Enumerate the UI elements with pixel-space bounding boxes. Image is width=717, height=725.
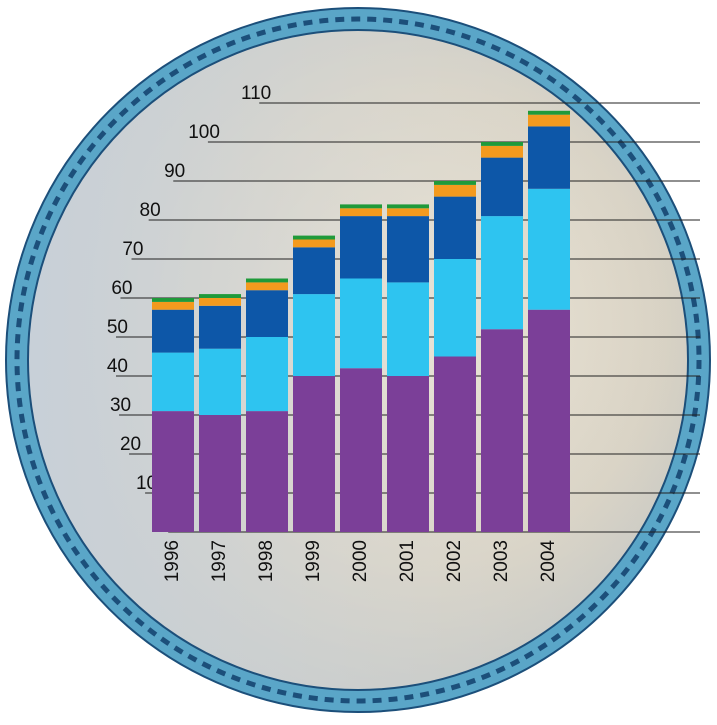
y-tick-label: 70 (122, 239, 143, 260)
bar-segment (199, 415, 241, 532)
bar-segment (528, 110, 570, 115)
bar-segment (387, 204, 429, 209)
x-tick-label: 2002 (444, 540, 465, 582)
bar-segment (293, 235, 335, 240)
bar-segment (434, 259, 476, 357)
y-tick-label: 50 (107, 317, 128, 338)
bar-segment (528, 114, 570, 127)
y-tick-label: 40 (107, 356, 128, 377)
bar-segment (152, 301, 194, 310)
x-tick-label: 2001 (397, 540, 418, 582)
bar-segment (528, 126, 570, 189)
bar-segment (246, 282, 288, 291)
bar-segment (199, 305, 241, 349)
bar-segment (152, 309, 194, 353)
bar-segment (246, 411, 288, 532)
bar-segment (340, 204, 382, 209)
bar-segment (152, 352, 194, 412)
y-tick-label: 10 (136, 473, 157, 494)
bar-segment (152, 298, 194, 302)
bar-segment (199, 294, 241, 298)
bar-segment (293, 239, 335, 248)
y-tick-label: 30 (110, 395, 131, 416)
bar-segment (293, 294, 335, 376)
x-tick-label: 2004 (538, 540, 559, 583)
bar-segment (246, 278, 288, 283)
bar-segment (481, 145, 523, 158)
x-tick-label: 2000 (350, 540, 371, 582)
bar-segment (199, 298, 241, 306)
bar-segment (340, 278, 382, 369)
bar-segment (387, 208, 429, 217)
bar-segment (481, 216, 523, 330)
bar-segment (481, 142, 523, 146)
bar-segment (434, 356, 476, 532)
bar-segment (434, 184, 476, 197)
y-tick-label: 100 (188, 122, 220, 143)
ornament-inner (27, 29, 689, 691)
plot: 0102030405060708090100110199619971998199… (107, 83, 700, 582)
ornament-key (14, 16, 702, 704)
y-tick-label: 80 (140, 200, 161, 221)
x-tick-label: 2003 (491, 540, 512, 582)
y-tick-label: 90 (164, 161, 185, 182)
bar-segment (387, 376, 429, 532)
y-tick-label: 110 (241, 83, 271, 104)
bar-segment (528, 309, 570, 532)
bar-segment (528, 188, 570, 310)
y-tick-label: 60 (111, 278, 132, 299)
bar-segment (199, 348, 241, 415)
bar-segment (434, 196, 476, 259)
x-tick-label: 1999 (303, 540, 324, 582)
ornament-outer (5, 7, 711, 713)
bar-segment (481, 329, 523, 532)
x-tick-label: 1998 (256, 540, 277, 582)
x-tick-label: 1997 (209, 540, 230, 582)
bar-segment (340, 368, 382, 532)
x-tick-label: 1996 (162, 540, 183, 582)
bar-segment (246, 290, 288, 337)
y-tick-label: 20 (120, 434, 141, 455)
bar-segment (293, 247, 335, 295)
bar-segment (340, 208, 382, 217)
bar-segment (481, 157, 523, 217)
bar-segment (293, 376, 335, 532)
bar-segment (152, 411, 194, 532)
bar-segment (387, 216, 429, 283)
bar-segment (246, 337, 288, 412)
bar-segment (340, 216, 382, 279)
bar-segment (387, 282, 429, 376)
bar-segment (434, 181, 476, 185)
